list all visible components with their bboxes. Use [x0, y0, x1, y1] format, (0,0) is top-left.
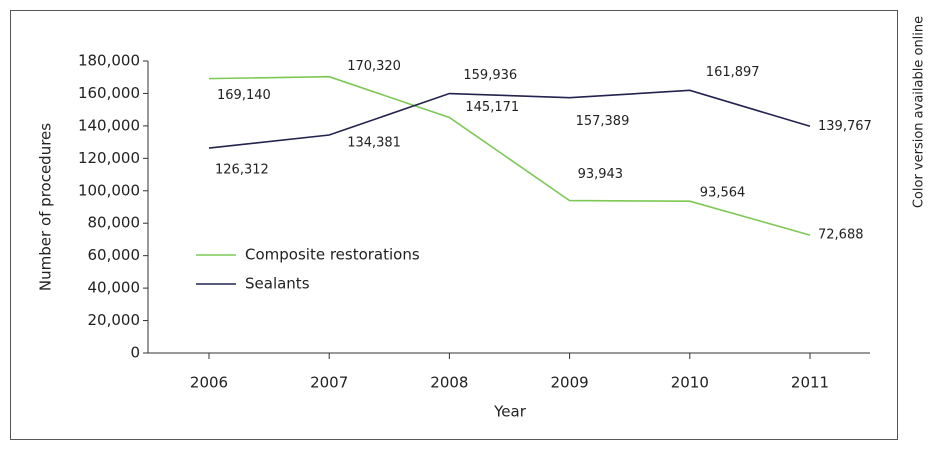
- data-label: 145,171: [465, 100, 519, 115]
- y-tick-label: 120,000: [78, 149, 140, 167]
- x-tick-label: 2007: [310, 374, 348, 392]
- annotation: Color version available online: [912, 16, 927, 208]
- data-label: 161,897: [706, 65, 760, 80]
- y-tick-label: 80,000: [88, 214, 141, 232]
- y-tick-label: 20,000: [88, 311, 141, 329]
- data-label: 93,943: [578, 167, 624, 182]
- y-axis-label: Number of procedures: [37, 123, 55, 291]
- x-axis-label: Year: [493, 403, 527, 421]
- data-label: 170,320: [347, 59, 401, 74]
- data-label: 169,140: [217, 88, 271, 103]
- legend-label: Sealants: [245, 275, 310, 293]
- y-tick-label: 140,000: [78, 116, 140, 134]
- data-label: 134,381: [347, 136, 401, 151]
- y-tick-label: 180,000: [78, 52, 140, 70]
- x-tick-label: 2006: [190, 374, 228, 392]
- y-tick-label: 160,000: [78, 84, 140, 102]
- data-label: 93,564: [700, 186, 746, 201]
- x-tick-label: 2010: [671, 374, 709, 392]
- x-tick-label: 2009: [551, 374, 589, 392]
- data-label: 159,936: [463, 68, 517, 83]
- series-line: [208, 89, 811, 149]
- y-tick-label: 0: [130, 344, 140, 362]
- y-tick-label: 100,000: [78, 181, 140, 199]
- legend-label: Composite restorations: [245, 246, 420, 264]
- x-tick-label: 2011: [791, 374, 829, 392]
- y-tick-label: 60,000: [88, 246, 141, 264]
- data-label: 72,688: [818, 228, 864, 243]
- data-label: 157,389: [576, 114, 630, 129]
- data-label: 139,767: [818, 119, 872, 134]
- y-tick-label: 40,000: [88, 279, 141, 297]
- series-line: [208, 75, 811, 236]
- frame: [10, 10, 898, 440]
- data-label: 126,312: [215, 163, 269, 178]
- x-tick-label: 2008: [430, 374, 468, 392]
